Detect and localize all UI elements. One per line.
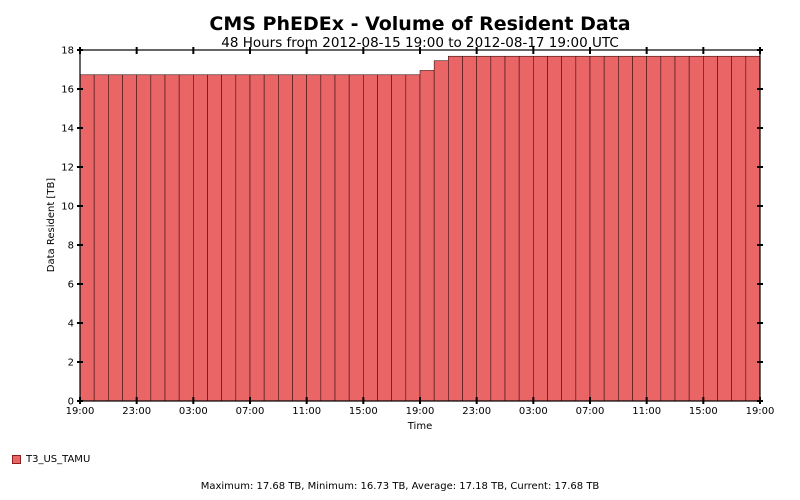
y-tick-label: 8 <box>68 241 74 252</box>
x-tick-label: 03:00 <box>179 406 208 417</box>
chart-title: CMS PhEDEx - Volume of Resident Data <box>209 13 631 35</box>
bar <box>603 55 619 402</box>
bar <box>348 74 364 402</box>
bar <box>646 55 662 402</box>
bar <box>320 74 336 402</box>
bar <box>122 74 137 402</box>
x-tick-label: 03:00 <box>519 406 548 417</box>
x-tick-label: 23:00 <box>462 406 491 417</box>
y-tick-label: 14 <box>61 124 74 135</box>
bar <box>292 74 307 402</box>
x-axis-label: Time <box>407 421 432 432</box>
bar <box>108 74 123 402</box>
bar <box>618 55 633 402</box>
bar <box>334 74 350 402</box>
y-tick-label: 12 <box>61 163 74 174</box>
y-tick-label: 0 <box>68 397 74 408</box>
bar <box>660 55 676 402</box>
y-tick-label: 2 <box>68 358 74 369</box>
legend-label: T3_US_TAMU <box>26 454 91 465</box>
bar <box>306 74 322 402</box>
bar <box>207 74 222 402</box>
bar <box>150 74 166 402</box>
bar <box>136 74 152 402</box>
x-tick-label: 07:00 <box>236 406 265 417</box>
bar <box>504 55 520 402</box>
bar <box>93 74 109 402</box>
bar <box>674 55 690 402</box>
bar <box>221 74 237 402</box>
bar <box>363 74 378 402</box>
bar <box>193 74 208 402</box>
bar <box>490 55 506 402</box>
bar <box>561 55 577 402</box>
bar <box>235 74 251 402</box>
bar <box>433 60 449 402</box>
bar <box>575 55 591 402</box>
bar <box>476 55 492 402</box>
bar <box>731 55 747 402</box>
bar <box>448 55 463 402</box>
bar <box>249 74 265 402</box>
y-tick-label: 16 <box>61 85 74 96</box>
bar <box>703 55 718 402</box>
y-tick-label: 18 <box>61 46 74 57</box>
x-tick-label: 23:00 <box>122 406 151 417</box>
bar <box>462 55 477 402</box>
x-tick-label: 11:00 <box>292 406 321 417</box>
bar <box>178 74 194 402</box>
chart-subtitle: 48 Hours from 2012-08-15 19:00 to 2012-0… <box>221 35 619 51</box>
bar <box>745 55 761 402</box>
x-tick-label: 15:00 <box>689 406 718 417</box>
x-tick-label: 19:00 <box>66 406 95 417</box>
legend-swatch <box>12 455 21 464</box>
x-tick-label: 11:00 <box>632 406 661 417</box>
bar <box>377 74 392 402</box>
bar <box>419 70 435 402</box>
y-axis-label: Data Resident [TB] <box>46 178 57 273</box>
bar <box>632 55 647 402</box>
bar <box>518 55 534 402</box>
bar <box>278 74 293 402</box>
x-tick-label: 19:00 <box>406 406 435 417</box>
y-tick-label: 10 <box>61 202 74 213</box>
bar <box>164 74 180 402</box>
bar <box>688 55 704 402</box>
bars-layer <box>79 55 761 402</box>
bar <box>589 55 605 402</box>
axes-layer: 0 2 4 6 8 10 12 14 16 18 19:00 23:00 03:00 07:00 11:00… <box>61 46 774 418</box>
x-tick-label: 15:00 <box>349 406 378 417</box>
y-tick-label: 4 <box>68 319 74 330</box>
bar <box>405 74 421 402</box>
bar <box>263 74 279 402</box>
bar <box>391 74 407 402</box>
x-tick-label: 19:00 <box>746 406 775 417</box>
x-tick-label: 07:00 <box>576 406 605 417</box>
y-tick-label: 6 <box>68 280 74 291</box>
footer-stats: Maximum: 17.68 TB, Minimum: 16.73 TB, Av… <box>200 481 600 492</box>
legend: T3_US_TAMU <box>12 454 90 465</box>
bar <box>79 74 95 402</box>
bar <box>547 55 562 402</box>
bar <box>533 55 548 402</box>
bar <box>717 55 732 402</box>
